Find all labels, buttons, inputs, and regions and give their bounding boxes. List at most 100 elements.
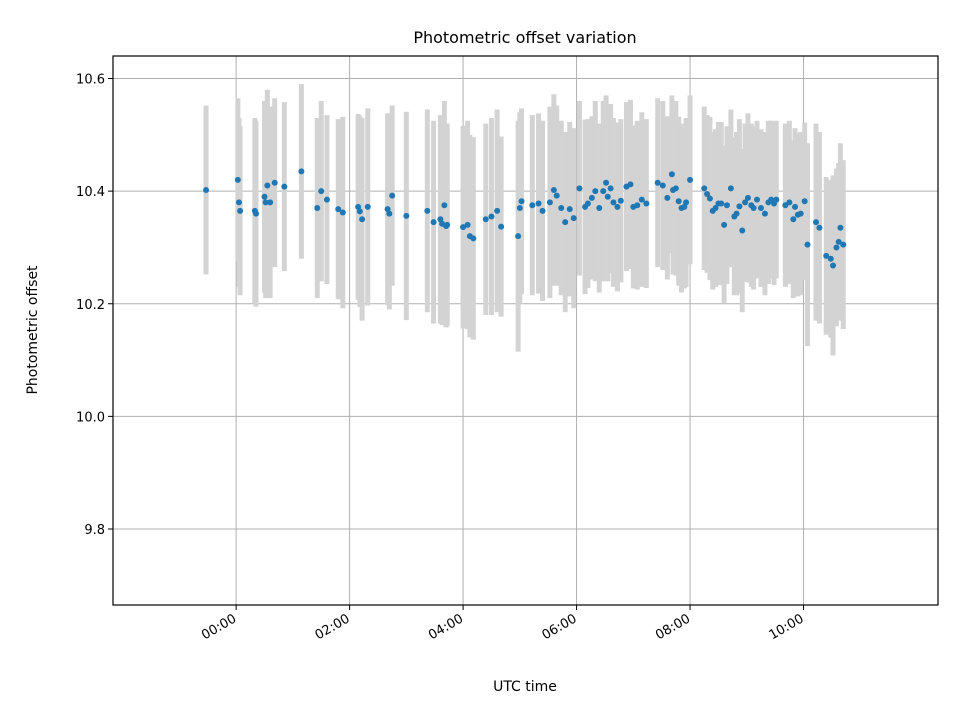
data-point	[389, 192, 396, 199]
data-point	[797, 210, 804, 217]
x-tick-label: 04:00	[426, 611, 466, 643]
data-point	[773, 196, 780, 203]
data-point	[610, 199, 617, 206]
data-point	[706, 195, 713, 202]
data-point	[558, 205, 565, 212]
y-tick-label: 10.2	[76, 298, 105, 313]
data-point	[742, 199, 749, 206]
data-point	[482, 216, 489, 223]
data-point	[617, 197, 624, 204]
data-point	[550, 187, 557, 194]
data-point	[786, 199, 793, 206]
data-point	[757, 205, 764, 212]
data-point	[604, 193, 611, 200]
data-point	[614, 203, 621, 210]
data-point	[654, 179, 661, 186]
data-point	[792, 203, 799, 210]
data-point	[816, 224, 823, 231]
data-point	[712, 205, 719, 212]
data-point	[339, 209, 346, 216]
y-tick-label: 9.8	[84, 523, 105, 538]
data-point	[733, 210, 740, 217]
data-point	[835, 238, 842, 245]
data-point	[323, 196, 330, 203]
data-point	[704, 190, 711, 197]
data-point	[634, 202, 641, 209]
data-point	[570, 215, 577, 222]
data-point	[813, 219, 820, 226]
chart-title: Photometric offset variation	[413, 28, 636, 47]
data-point	[681, 203, 688, 210]
data-point	[271, 179, 278, 186]
data-point	[588, 194, 595, 201]
plot-frame	[112, 55, 939, 606]
data-point	[675, 198, 682, 205]
data-point	[386, 210, 393, 217]
x-tick-label: 08:00	[653, 611, 693, 643]
data-point	[668, 171, 675, 178]
data-point	[718, 200, 725, 207]
x-tick-label: 10:00	[767, 611, 807, 643]
data-point	[827, 255, 834, 262]
data-point	[494, 207, 501, 214]
data-point	[840, 241, 847, 248]
data-point	[683, 199, 690, 206]
data-point	[318, 188, 325, 195]
x-tick-label: 06:00	[540, 611, 580, 643]
data-point	[603, 179, 610, 186]
data-point	[584, 200, 591, 207]
data-point	[790, 216, 797, 223]
data-point	[403, 212, 410, 219]
data-point	[437, 216, 444, 223]
data-point	[596, 205, 603, 212]
data-point	[739, 227, 746, 234]
error-bars	[203, 84, 846, 356]
data-point	[727, 185, 734, 192]
data-point	[364, 203, 371, 210]
data-point	[267, 199, 274, 206]
data-point	[516, 205, 523, 212]
data-point	[592, 188, 599, 195]
data-point	[664, 194, 671, 201]
data-point	[335, 206, 342, 213]
data-point	[444, 221, 451, 228]
x-tick-label: 00:00	[199, 611, 239, 643]
data-point	[498, 223, 505, 230]
data-point	[553, 192, 560, 199]
y-tick-label: 10.6	[76, 73, 105, 88]
data-point	[355, 203, 362, 210]
data-point	[830, 262, 837, 269]
data-point	[515, 233, 522, 240]
data-point	[384, 206, 391, 213]
data-point	[801, 198, 808, 205]
data-point	[804, 241, 811, 248]
data-point	[464, 221, 471, 228]
data-point	[470, 235, 477, 242]
data-point	[562, 219, 569, 226]
data-point	[566, 206, 573, 213]
data-point	[298, 168, 305, 175]
data-point	[823, 252, 830, 259]
data-point	[672, 185, 679, 192]
data-point	[235, 199, 242, 206]
data-point	[643, 200, 650, 207]
data-point	[281, 183, 288, 190]
data-point	[314, 205, 321, 212]
data-points	[203, 168, 847, 269]
y-tick-label: 10.4	[76, 185, 105, 200]
y-axis-label: Photometric offset	[25, 265, 41, 395]
data-point	[424, 207, 431, 214]
data-point	[701, 185, 708, 192]
data-point	[721, 221, 728, 228]
x-axis-label: UTC time	[493, 679, 557, 695]
data-point	[237, 207, 244, 214]
data-point	[750, 205, 757, 212]
data-point	[659, 182, 666, 189]
data-point	[753, 196, 760, 203]
data-point	[638, 196, 645, 203]
data-point	[607, 185, 614, 192]
data-point	[488, 213, 495, 220]
data-point	[535, 200, 542, 207]
data-point	[252, 210, 259, 217]
